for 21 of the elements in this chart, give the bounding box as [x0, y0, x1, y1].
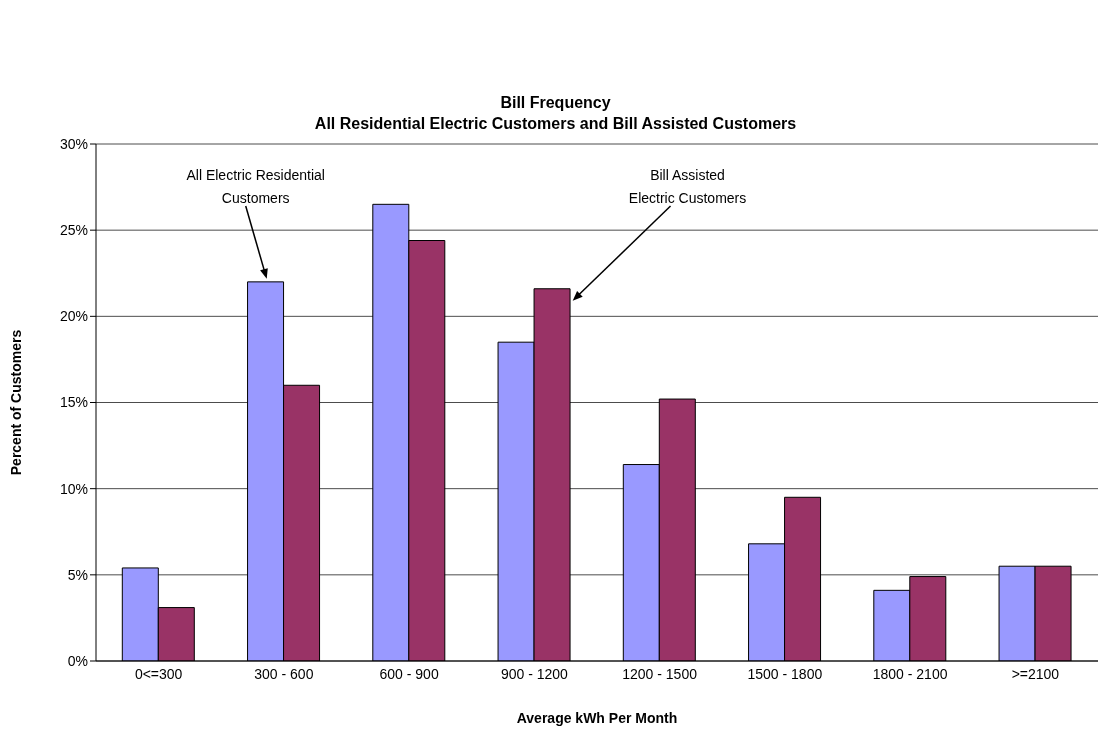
annotation: Bill Assisted Electric Customers — [627, 166, 748, 208]
x-tick-label: >=2100 — [1011, 665, 1060, 682]
x-tick-label: 600 - 900 — [379, 665, 439, 682]
x-tick-label: 0<=300 — [134, 665, 183, 682]
y-tick-label: 10% — [59, 480, 88, 497]
x-tick-label: 300 - 600 — [254, 665, 314, 682]
x-tick-label: 1200 - 1500 — [622, 665, 698, 682]
y-axis-title: Percent of Customers — [7, 329, 24, 476]
y-tick-label: 20% — [59, 308, 88, 325]
y-tick-label: 15% — [59, 394, 88, 411]
x-tick-label: 900 - 1200 — [500, 665, 569, 682]
y-tick-label: 25% — [59, 222, 88, 239]
y-tick-label: 30% — [59, 135, 88, 152]
chart-title: Bill Frequency — [499, 94, 612, 112]
y-tick-label: 0% — [67, 652, 88, 669]
annotation: All Electric Residential Customers — [185, 166, 326, 208]
y-tick-label: 5% — [67, 566, 88, 583]
x-axis-title: Average kWh Per Month — [516, 710, 678, 726]
x-tick-label: 1500 - 1800 — [747, 665, 823, 682]
x-tick-label: 1800 - 2100 — [872, 665, 948, 682]
chart-subtitle: All Residential Electric Customers and Bill Assisted Customers — [313, 115, 798, 133]
